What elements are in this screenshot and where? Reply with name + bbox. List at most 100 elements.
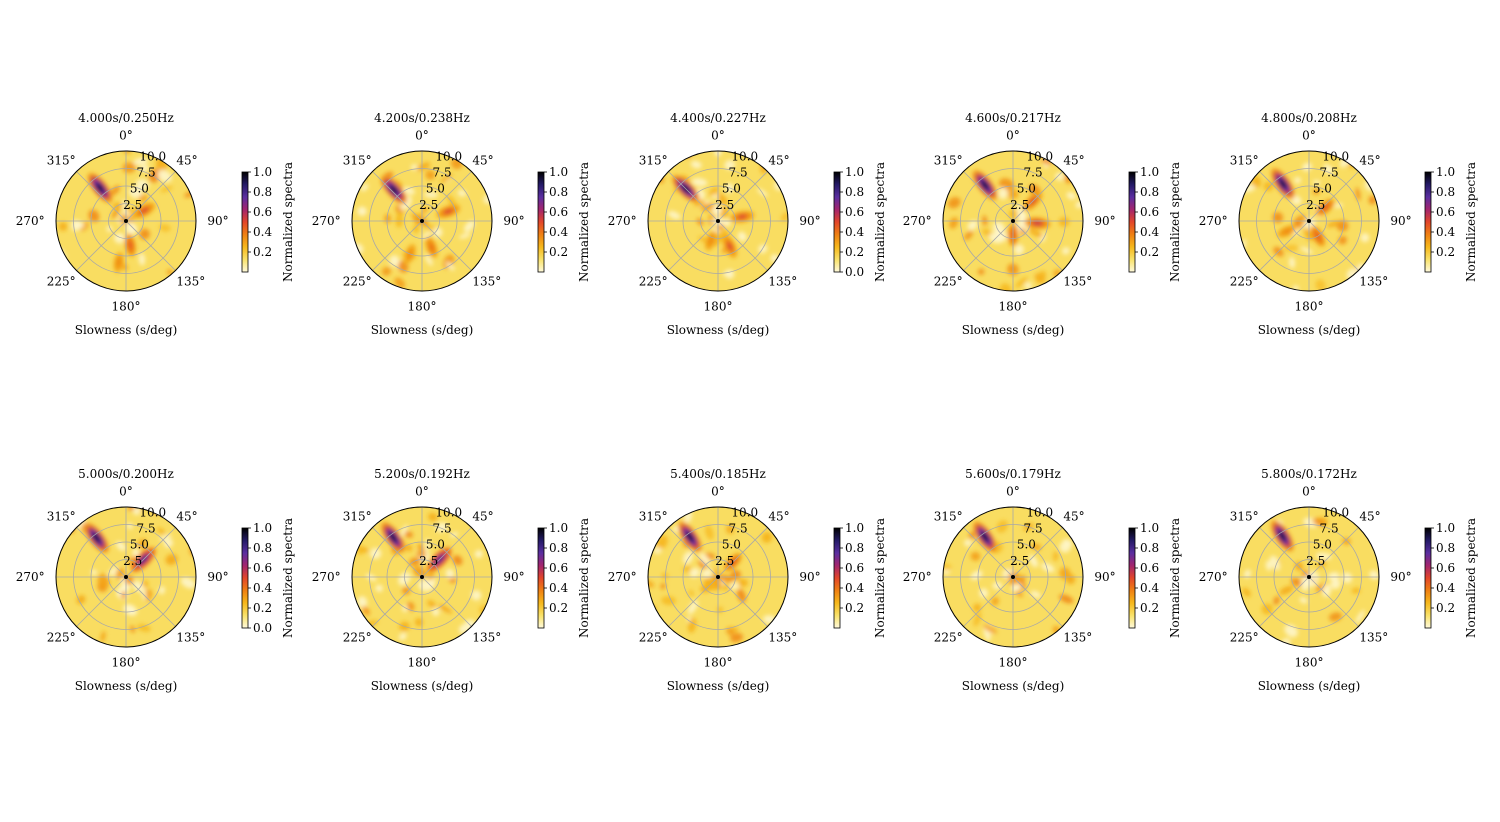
angular-tick-label: 90° xyxy=(799,570,820,584)
radial-tick-label: 5.0 xyxy=(1017,182,1036,196)
spectrum-peak xyxy=(380,175,408,204)
angular-grid-line xyxy=(76,576,127,627)
polar-frame xyxy=(351,150,493,292)
angular-tick-label: 315° xyxy=(47,154,76,168)
radial-tick-label: 7.5 xyxy=(1320,165,1339,179)
spectrum-texture xyxy=(360,183,369,192)
angular-tick-label: 0° xyxy=(1302,129,1316,143)
colorbar-tick-label: 0.2 xyxy=(845,601,864,615)
spectrum-texture xyxy=(421,231,432,239)
colorbar-tick-label: 0.6 xyxy=(1140,205,1159,219)
spectrum-texture xyxy=(1265,560,1272,571)
angular-grid-line xyxy=(1308,220,1359,271)
angular-tick-label: 0° xyxy=(1006,485,1020,499)
spectrum-texture xyxy=(412,225,420,234)
colorbar-tick-label: 0.6 xyxy=(1436,205,1455,219)
spectrum-texture xyxy=(1015,277,1028,288)
x-axis-label: Slowness (s/deg) xyxy=(371,323,474,337)
colorbar-tick-label: 0.4 xyxy=(253,225,272,239)
angular-grid-line xyxy=(1012,171,1063,222)
colorbar-tick-label: 0.8 xyxy=(845,541,864,555)
spectrum-texture xyxy=(97,573,110,589)
spectrum-texture xyxy=(737,231,747,242)
radial-tick-label: 10.0 xyxy=(1322,149,1349,163)
polar-plot-svg: 5.400s/0.185Hz 2.5 5.0 7.5 10.0 0° 45° 90° 135° 1… xyxy=(608,467,887,693)
radial-tick-label: 2.5 xyxy=(123,198,142,212)
angular-grid-line xyxy=(963,527,1014,578)
angular-tick-label: 135° xyxy=(768,630,797,644)
colorbar-label: Normalized spectra xyxy=(873,162,887,282)
angular-tick-label: 315° xyxy=(47,510,76,524)
angular-tick-label: 180° xyxy=(1295,655,1324,669)
angular-grid-line xyxy=(372,527,423,578)
colorbar-tick-label: 0.8 xyxy=(1436,185,1455,199)
spectrum-texture xyxy=(72,222,82,232)
spectrum-texture xyxy=(668,211,681,220)
spectrum-texture xyxy=(132,580,144,593)
radial-tick-label: 10.0 xyxy=(731,505,758,519)
spectrum-texture xyxy=(1028,228,1043,238)
spectrum-texture xyxy=(163,538,174,548)
spectrum-texture xyxy=(474,549,483,558)
colorbar-tick-label: 0.4 xyxy=(845,225,864,239)
angular-grid-line xyxy=(76,171,127,222)
angular-tick-label: 135° xyxy=(1359,274,1388,288)
spectrum-texture xyxy=(180,577,196,589)
spectrum-texture xyxy=(967,220,978,231)
spectrum-texture xyxy=(381,267,392,276)
spectrum-texture xyxy=(1330,578,1341,590)
spectrum-texture xyxy=(427,600,436,608)
angular-tick-label: 225° xyxy=(47,630,76,644)
spectrum-texture xyxy=(452,555,463,566)
angular-grid-line xyxy=(372,171,423,222)
spectrum-peak xyxy=(1315,198,1335,217)
angular-tick-label: 135° xyxy=(176,630,205,644)
spectrum-texture xyxy=(680,174,690,182)
radial-tick-label: 2.5 xyxy=(419,554,438,568)
angular-tick-label: 90° xyxy=(503,570,524,584)
colorbar-tick-label: 1.0 xyxy=(1140,165,1159,179)
polar-frame xyxy=(647,506,789,648)
spectrum-texture xyxy=(968,531,977,540)
spectrum-texture xyxy=(357,206,367,216)
spectrum-texture xyxy=(459,233,471,239)
spectrum-texture xyxy=(1242,587,1251,597)
angular-grid-line xyxy=(76,220,127,271)
spectrum-texture xyxy=(126,604,135,616)
angular-tick-label: 90° xyxy=(1094,214,1115,228)
spectrum-texture xyxy=(121,591,127,600)
spectrum-texture xyxy=(357,546,364,555)
colorbar-label: Normalized spectra xyxy=(1464,518,1478,638)
center-marker xyxy=(124,219,128,223)
angular-tick-label: 135° xyxy=(1063,630,1092,644)
spectrum-texture xyxy=(421,206,428,214)
angular-grid-line xyxy=(668,220,719,271)
colorbar-tick-label: 0.2 xyxy=(549,245,568,259)
spectrum-texture xyxy=(1294,177,1301,184)
spectrum-texture xyxy=(132,507,141,515)
angular-tick-label: 90° xyxy=(503,214,524,228)
angular-tick-label: 225° xyxy=(343,274,372,288)
polar-frame xyxy=(1238,506,1380,648)
spectrum-texture xyxy=(973,612,982,627)
spectrum-texture xyxy=(395,212,404,228)
colorbar xyxy=(537,171,545,273)
angular-tick-label: 225° xyxy=(639,274,668,288)
angular-tick-label: 135° xyxy=(176,274,205,288)
spectrum-texture xyxy=(413,566,427,578)
spectrum-peak xyxy=(381,522,406,553)
colorbar-tick-label: 0.6 xyxy=(549,205,568,219)
angular-grid-line xyxy=(668,576,719,627)
angular-grid-line xyxy=(717,171,768,222)
angular-grid-line xyxy=(372,220,423,271)
spectrum-texture xyxy=(1351,587,1361,594)
center-marker xyxy=(1307,219,1311,223)
center-marker xyxy=(1011,575,1015,579)
spectrum-texture xyxy=(996,520,1008,533)
angular-grid-line xyxy=(125,576,176,627)
spectrum-texture xyxy=(1300,246,1314,254)
colorbar xyxy=(1424,171,1432,273)
polar-plot-svg: 5.000s/0.200Hz 2.5 5.0 7.5 10.0 0° 45° 90° 135° 1… xyxy=(16,467,295,693)
radial-tick-label: 2.5 xyxy=(715,198,734,212)
angular-tick-label: 45° xyxy=(768,154,789,168)
